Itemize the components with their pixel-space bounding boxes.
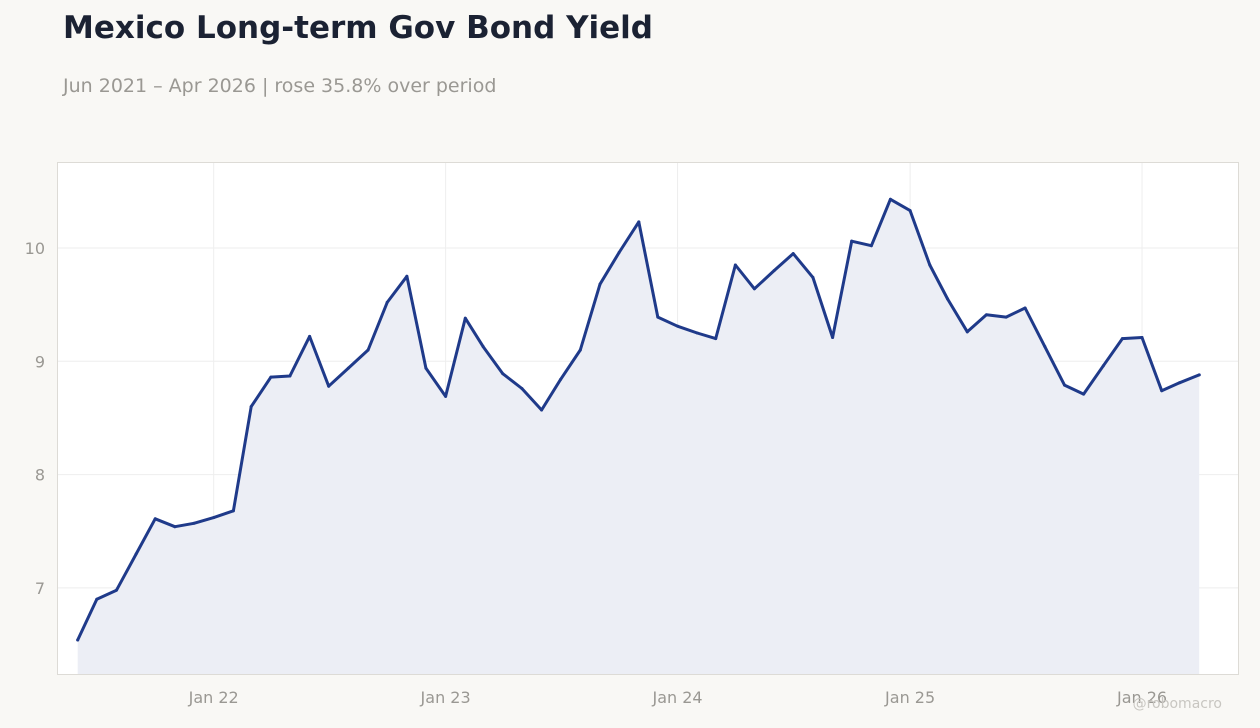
y-tick-label: 7 <box>35 579 45 598</box>
data-point <box>76 638 80 642</box>
x-tick-label: Jan 25 <box>884 688 935 707</box>
data-point <box>520 386 524 390</box>
data-point <box>114 588 118 592</box>
data-point <box>424 366 428 370</box>
data-point <box>1101 364 1105 368</box>
y-tick-label: 8 <box>35 466 45 485</box>
data-point <box>288 374 292 378</box>
data-point <box>269 375 273 379</box>
data-point <box>888 197 892 201</box>
y-tick-label: 9 <box>35 352 45 371</box>
data-point <box>695 331 699 335</box>
data-point <box>559 377 563 381</box>
data-point <box>1043 345 1047 349</box>
data-point <box>346 366 350 370</box>
data-point <box>134 552 138 556</box>
x-tick-label: Jan 22 <box>188 688 239 707</box>
data-point <box>366 348 370 352</box>
data-point <box>578 348 582 352</box>
data-point <box>1004 315 1008 319</box>
data-point <box>811 275 815 279</box>
data-point <box>463 316 467 320</box>
data-point <box>617 251 621 255</box>
data-point <box>153 517 157 521</box>
data-point <box>656 315 660 319</box>
data-point <box>1023 306 1027 310</box>
y-axis-ticks: 7 8 9 10 <box>25 239 45 598</box>
data-point <box>1197 373 1201 377</box>
data-point <box>714 337 718 341</box>
chart-title: Mexico Long-term Gov Bond Yield <box>63 10 653 46</box>
data-point <box>231 509 235 513</box>
data-point <box>831 335 835 339</box>
chart-subtitle: Jun 2021 – Apr 2026 | rose 35.8% over pe… <box>63 75 497 97</box>
data-point <box>676 324 680 328</box>
data-point <box>385 300 389 304</box>
data-point <box>1063 383 1067 387</box>
data-point <box>405 274 409 278</box>
x-tick-label: Jan 26 <box>1116 688 1167 707</box>
data-points <box>76 197 1201 642</box>
data-point <box>540 408 544 412</box>
data-point <box>249 405 253 409</box>
data-point <box>598 282 602 286</box>
data-point <box>928 263 932 267</box>
data-point <box>1082 392 1086 396</box>
data-point <box>212 516 216 520</box>
data-point <box>752 287 756 291</box>
data-point <box>481 345 485 349</box>
data-point <box>869 244 873 248</box>
data-point <box>501 372 505 376</box>
data-point <box>908 209 912 213</box>
data-point <box>1160 389 1164 393</box>
data-point <box>965 330 969 334</box>
data-point <box>733 263 737 267</box>
data-point <box>444 394 448 398</box>
data-point <box>637 220 641 224</box>
data-point <box>791 252 795 256</box>
data-point <box>95 597 99 601</box>
data-point <box>946 297 950 301</box>
data-point <box>308 334 312 338</box>
x-tick-label: Jan 23 <box>420 688 471 707</box>
series-area <box>77 199 1200 675</box>
data-point <box>1140 335 1144 339</box>
data-point <box>192 521 196 525</box>
data-point <box>850 239 854 243</box>
data-point <box>984 313 988 317</box>
data-point <box>772 269 776 273</box>
x-tick-label: Jan 24 <box>651 688 702 707</box>
x-axis-ticks: Jan 22 Jan 23 Jan 24 Jan 25 Jan 26 <box>188 688 1167 707</box>
watermark: @robomacro <box>1132 696 1222 712</box>
data-point <box>327 384 331 388</box>
data-point <box>1178 381 1182 385</box>
data-point <box>173 525 177 529</box>
data-point <box>1120 337 1124 341</box>
y-tick-label: 10 <box>25 239 45 258</box>
